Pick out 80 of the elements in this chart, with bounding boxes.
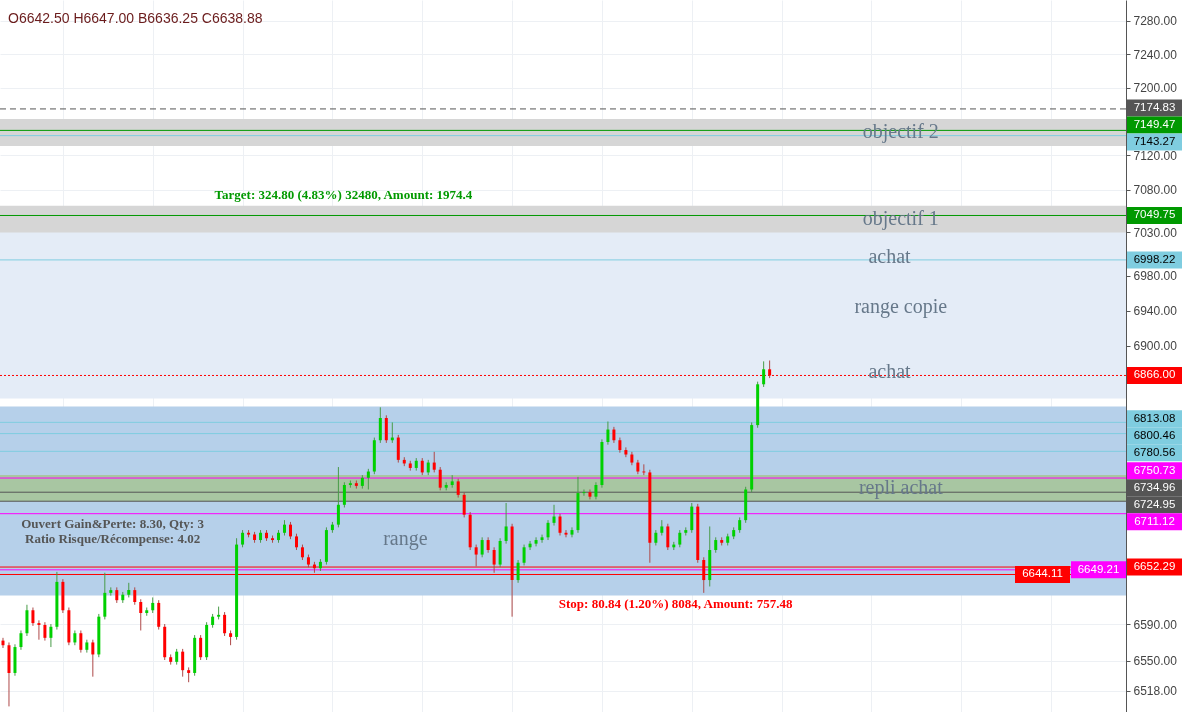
candlestick <box>522 544 526 566</box>
candlestick <box>582 488 586 497</box>
ref-line-label: 6780.56 <box>1133 445 1176 458</box>
candlestick <box>762 360 766 388</box>
candlestick <box>396 434 400 464</box>
candlestick <box>43 621 47 642</box>
candlestick <box>624 446 628 458</box>
candlestick <box>49 623 53 648</box>
candlestick <box>223 611 227 637</box>
candlestick <box>384 414 388 444</box>
band-label: range copie <box>854 295 948 319</box>
candlestick <box>438 466 442 491</box>
ref-line-label: 6724.95 <box>1133 497 1176 510</box>
y-tick-label: 7030.00 <box>1133 225 1178 240</box>
candlestick <box>498 537 502 568</box>
ref-line-label: 6750.73 <box>1133 463 1176 476</box>
y-tick-label: 7120.00 <box>1133 148 1178 163</box>
y-tick-label: 7240.00 <box>1133 47 1178 62</box>
annotation: Stop: 80.84 (1.20%) 8084, Amount: 757.48 <box>558 596 793 612</box>
ref-line-label: 7143.27 <box>1133 134 1176 147</box>
ref-line-label: 7174.83 <box>1133 100 1176 113</box>
candlestick <box>564 529 568 538</box>
y-tick-label: 7280.00 <box>1133 14 1178 29</box>
candlestick <box>378 406 382 444</box>
y-tick-label: 6900.00 <box>1133 339 1178 354</box>
candlestick <box>558 513 562 537</box>
y-tick-label: 6940.00 <box>1133 304 1178 319</box>
candlestick <box>103 572 107 620</box>
y-tick-label: 6980.00 <box>1133 269 1178 284</box>
ref-line-label: 6866.00 <box>1133 368 1176 381</box>
ref-line-label: 6649.21 <box>1077 562 1120 575</box>
y-tick-label: 6590.00 <box>1133 617 1178 632</box>
candlestick <box>25 604 29 637</box>
y-tick-label: 7200.00 <box>1133 81 1178 96</box>
candlestick <box>534 536 538 547</box>
candlestick <box>91 639 95 678</box>
candlestick <box>31 607 35 627</box>
ref-line-label: 6800.46 <box>1133 428 1176 441</box>
candlestick <box>37 619 41 641</box>
ref-line-label: 6734.96 <box>1133 480 1176 493</box>
candlestick <box>516 559 520 584</box>
y-tick-label: 6550.00 <box>1133 654 1178 669</box>
ref-line-label: 6652.29 <box>1133 560 1176 573</box>
candlestick <box>690 502 694 534</box>
candlestick <box>540 534 544 544</box>
text: O6642.50 H6647.00 B6636.25 C6638.88 <box>8 10 263 26</box>
annotation: Ouvert Gain&Perte: 8.30, Qty: 3 <box>21 515 205 531</box>
annotation: achat <box>868 359 912 382</box>
annotation: Ratio Risque/Récompense: 4.02 <box>25 530 201 546</box>
ref-line-label: 7149.47 <box>1133 117 1176 130</box>
y-tick-label: 6518.00 <box>1133 684 1178 699</box>
candlestick <box>157 599 161 631</box>
candlestick <box>79 629 83 654</box>
ref-line-label: 7049.75 <box>1133 208 1176 221</box>
candlestick <box>456 478 460 499</box>
annotation: Target: 324.80 (4.83%) 32480, Amount: 1974.4 <box>214 187 473 203</box>
candlestick <box>139 598 143 631</box>
band-label: range <box>383 526 428 550</box>
candlestick <box>552 504 556 527</box>
ref-line-label: 6644.11 <box>1022 567 1063 580</box>
candlestick <box>504 502 508 545</box>
annotation: achat <box>868 244 912 267</box>
candlestick <box>546 519 550 541</box>
ref-line-label: 6998.22 <box>1133 252 1176 265</box>
ref-line-label: 6711.12 <box>1134 514 1175 527</box>
candlestick <box>19 629 23 651</box>
candlestick <box>606 421 610 446</box>
candlestick <box>462 491 466 518</box>
candlestick <box>480 536 484 558</box>
candlestick <box>199 634 203 661</box>
candlestick <box>181 648 185 678</box>
candlestick <box>336 466 340 528</box>
candlestick <box>366 468 370 490</box>
candlestick <box>570 526 574 538</box>
ref-line-label: 6813.08 <box>1133 411 1176 424</box>
candlestick <box>666 523 670 551</box>
candlestick <box>342 481 346 508</box>
y-tick-label: 7080.00 <box>1133 183 1178 198</box>
candlestick <box>432 451 436 473</box>
candlestick <box>588 488 592 500</box>
